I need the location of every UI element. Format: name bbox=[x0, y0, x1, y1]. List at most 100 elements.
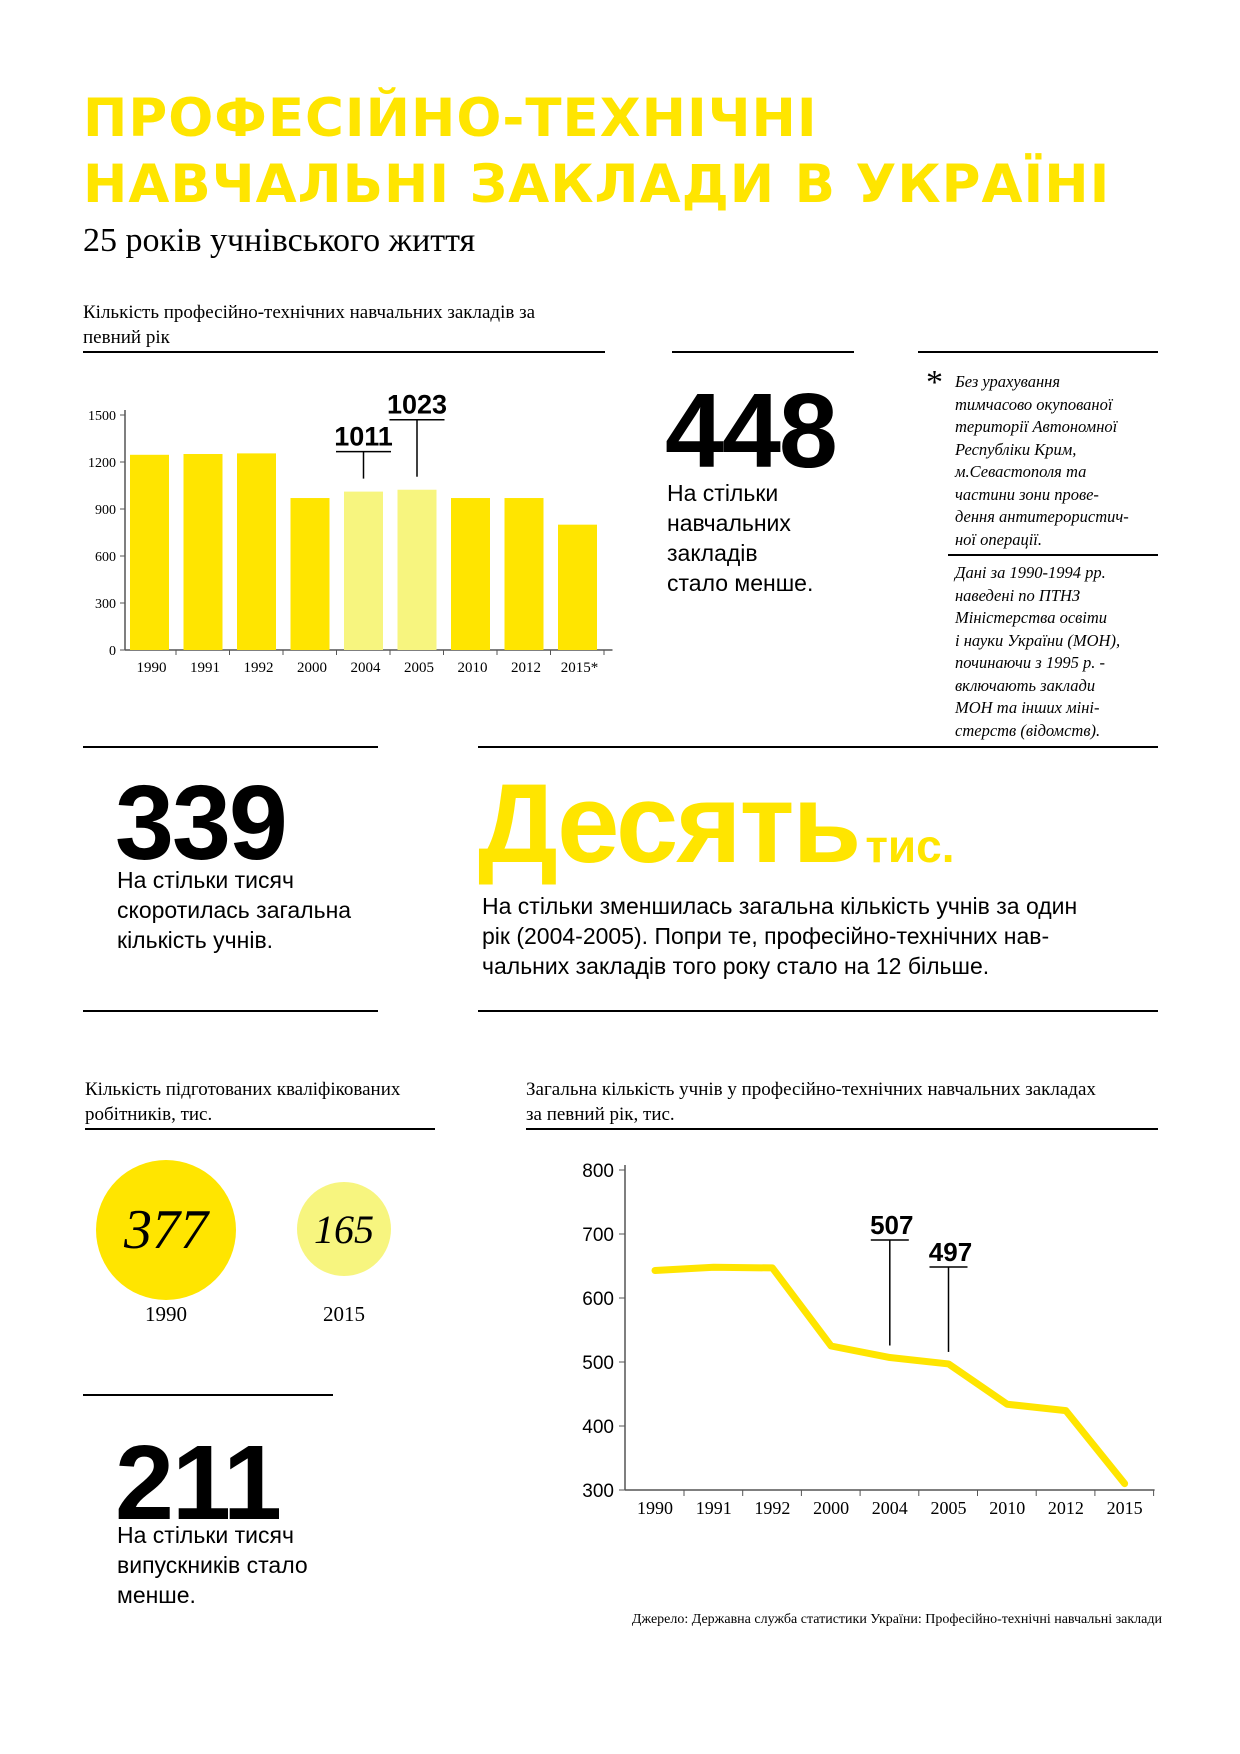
footnote-line: території Автономної bbox=[955, 417, 1118, 436]
bar-chart-bar bbox=[344, 491, 383, 650]
bar-chart-x-tick-label: 1992 bbox=[244, 660, 274, 676]
stat-339-text-line: скоротилась загальна bbox=[117, 897, 352, 923]
workers-circle-1990: 377 bbox=[96, 1160, 236, 1300]
line-chart-annotation-label: 497 bbox=[929, 1237, 972, 1267]
bar-chart-x-tick-label: 1990 bbox=[137, 660, 167, 676]
line-chart-x-tick-label: 2004 bbox=[872, 1498, 908, 1518]
line-chart-caption-line-1: Загальна кількість учнів у професійно-те… bbox=[526, 1079, 1096, 1100]
line-chart-y-tick-label: 700 bbox=[582, 1225, 614, 1246]
stat-desyat-rule-bottom bbox=[478, 1010, 1158, 1012]
line-chart-y-tick-label: 600 bbox=[582, 1289, 614, 1310]
workers-circle-2015: 165 bbox=[297, 1182, 391, 1276]
line-chart-y-tick-label: 400 bbox=[582, 1417, 614, 1438]
stat-desyat-text-line: рік (2004-2005). Попри те, професійно-те… bbox=[482, 923, 1050, 949]
stat-211-text-line: випускників стало bbox=[117, 1552, 308, 1578]
line-chart-caption: Загальна кількість учнів у професійно-те… bbox=[526, 1077, 1186, 1127]
bar-chart-x-tick-label: 2010 bbox=[458, 660, 488, 676]
workers-value-2015: 165 bbox=[314, 1206, 374, 1252]
footnote-line: Міністерства освіти bbox=[955, 608, 1108, 627]
bar-chart-x-tick-label: 2000 bbox=[297, 660, 327, 676]
bar-chart-bar bbox=[558, 524, 597, 650]
stat-339-text: На стільки тисяч скоротилась загальна кі… bbox=[117, 865, 351, 955]
workers-caption-line-2: робітників, тис. bbox=[85, 1104, 213, 1125]
bar-chart-y-tick-label: 1200 bbox=[88, 456, 116, 471]
footnote-line: частини зони прове- bbox=[955, 484, 1099, 504]
stat-448-text-line: навчальних bbox=[667, 510, 791, 536]
title-line-1: ПРОФЕСІЙНО-ТЕХНІЧНІ bbox=[83, 88, 818, 149]
bar-chart-caption-rule bbox=[83, 351, 605, 353]
stat-448-text: На стільки навчальних закладів стало мен… bbox=[667, 478, 813, 598]
stat-211-text-line: менше. bbox=[117, 1582, 196, 1608]
bar-chart-caption-line-2: певний рік bbox=[83, 327, 170, 348]
stat-339-rule-bottom bbox=[83, 1010, 378, 1012]
footnote-line: включають заклади bbox=[955, 675, 1096, 695]
stat-desyat-text-line: На стільки зменшилась загальна кількість… bbox=[482, 893, 1078, 919]
bar-chart-caption-line-1: Кількість професійно-технічних навчальни… bbox=[83, 302, 536, 323]
stat-448-text-line: На стільки bbox=[667, 480, 779, 506]
line-chart-annotation-label: 507 bbox=[870, 1210, 913, 1240]
stat-desyat-unit: тис. bbox=[865, 820, 955, 872]
footnote-line: МОН та інших міні- bbox=[955, 698, 1100, 717]
bar-chart-bar bbox=[397, 489, 437, 650]
bar-chart-bar bbox=[451, 498, 490, 650]
stat-211-rule bbox=[83, 1394, 333, 1396]
students-line-chart: 300 400 500 600 700 800 1990 1991 1992 2000 2004 20… bbox=[582, 1161, 1155, 1518]
stat-211-text: На стільки тисяч випускників стало менше… bbox=[117, 1520, 308, 1610]
bar-chart-y-tick-label: 900 bbox=[95, 503, 116, 518]
institutions-bar-chart: 0 300 600 900 1200 1500 1990 1991 1992 2000 2004 20… bbox=[88, 390, 613, 676]
line-chart-y-tick-label: 300 bbox=[582, 1481, 614, 1502]
bar-chart-y-tick-label: 0 bbox=[109, 644, 116, 659]
stat-448-rule bbox=[672, 351, 854, 353]
workers-caption-rule bbox=[85, 1128, 435, 1130]
line-chart-x-tick-label: 2010 bbox=[989, 1498, 1025, 1518]
footnote-line: і науки України (МОН), bbox=[955, 630, 1121, 650]
bar-chart-bar bbox=[130, 454, 169, 650]
line-chart-y-tick-label: 500 bbox=[582, 1353, 614, 1374]
footnote-line: стерств (відомств). bbox=[955, 720, 1101, 740]
stat-448-number: 448 bbox=[665, 372, 838, 490]
stat-339-text-line: кількість учнів. bbox=[117, 927, 274, 953]
bar-chart-y-tick-label: 600 bbox=[95, 550, 116, 565]
line-chart-x-tick-label: 2000 bbox=[813, 1498, 849, 1518]
bar-chart-bar bbox=[183, 454, 223, 650]
footnote-line: наведені по ПТНЗ bbox=[955, 585, 1081, 605]
stat-desyat-rule-top bbox=[478, 746, 1158, 748]
workers-year-1990: 1990 bbox=[145, 1302, 187, 1326]
bar-chart-x-tick-label: 1991 bbox=[190, 660, 220, 676]
line-chart-x-tick-label: 2005 bbox=[931, 1498, 967, 1518]
stat-211-number: 211 bbox=[115, 1424, 282, 1542]
bar-chart-annotation-label: 1011 bbox=[334, 422, 393, 452]
bar-chart-bar bbox=[290, 498, 330, 650]
workers-caption-line-1: Кількість підготованих кваліфікованих bbox=[85, 1079, 401, 1100]
line-chart-caption-rule bbox=[526, 1128, 1158, 1130]
source-note: Джерело: Державна служба статистики Укра… bbox=[631, 1612, 1162, 1627]
bar-chart-y-tick-label: 1500 bbox=[88, 409, 116, 424]
stat-448-text-line: закладів bbox=[667, 540, 758, 566]
stat-339-text-line: На стільки тисяч bbox=[117, 867, 294, 893]
title-line-2: НАВЧАЛЬНІ ЗАКЛАДИ В УКРАЇНІ bbox=[83, 154, 1111, 215]
line-chart-x-tick-label: 1990 bbox=[637, 1498, 673, 1518]
page-title: ПРОФЕСІЙНО-ТЕХНІЧНІ НАВЧАЛЬНІ ЗАКЛАДИ В … bbox=[83, 86, 1110, 218]
line-chart-x-tick-label: 2015 bbox=[1107, 1498, 1143, 1518]
stat-desyat-word: Десять bbox=[478, 761, 861, 886]
footnote-line: Республіки Крим, bbox=[955, 439, 1077, 459]
footnote-line: Дані за 1990-1994 рр. bbox=[955, 563, 1106, 582]
line-chart-caption-line-2: за певний рік, тис. bbox=[526, 1104, 675, 1125]
bar-chart-x-tick-label: 2004 bbox=[351, 660, 382, 676]
line-chart-x-tick-label: 1991 bbox=[696, 1498, 732, 1518]
bar-chart-x-tick-label: 2005 bbox=[404, 660, 434, 676]
footnote-note-2: Дані за 1990-1994 рр. наведені по ПТНЗ М… bbox=[955, 562, 1120, 742]
stat-desyat-heading: Десять тис. bbox=[478, 768, 954, 902]
footnote-line: Без урахування bbox=[955, 372, 1060, 391]
bar-chart-y-tick-label: 300 bbox=[95, 597, 116, 612]
workers-caption: Кількість підготованих кваліфікованих ро… bbox=[85, 1077, 455, 1127]
bar-chart-caption: Кількість професійно-технічних навчальни… bbox=[83, 300, 623, 350]
stat-339-rule-top bbox=[83, 746, 378, 748]
footnote-rule-top bbox=[918, 351, 1158, 353]
line-chart-series bbox=[651, 1263, 1129, 1488]
footnote-note-1: Без урахування тимчасово окупованої тери… bbox=[955, 371, 1129, 551]
line-chart-x-tick-label: 2012 bbox=[1048, 1498, 1084, 1518]
bar-chart-bar bbox=[504, 498, 544, 650]
footnote-line: починаючи з 1995 р. - bbox=[955, 653, 1105, 672]
line-chart-y-tick-label: 800 bbox=[582, 1161, 614, 1182]
